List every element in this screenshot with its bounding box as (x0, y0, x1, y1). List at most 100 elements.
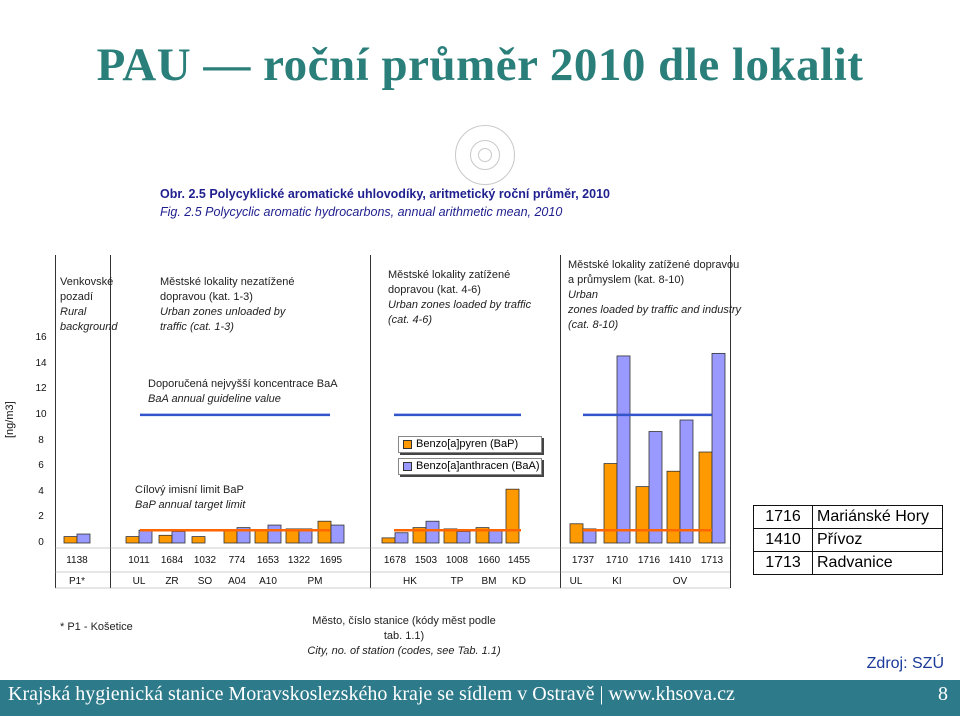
station-number: 1713 (700, 555, 724, 566)
bap-bar (158, 534, 173, 544)
station-number: 1032 (193, 555, 217, 566)
bap-bar (635, 486, 650, 544)
group-divider (730, 255, 731, 588)
station-number: 1710 (605, 555, 629, 566)
station-code: 1713 (754, 552, 813, 574)
group-divider (110, 255, 111, 588)
decorative-circle (478, 148, 492, 162)
city-label: ZR (165, 576, 179, 587)
guideline-annotation: Doporučená nejvyšší koncentrace BaA BaA … (148, 378, 338, 405)
city-label: TP (450, 576, 464, 587)
city-label: P1* (68, 576, 86, 587)
station-number: 1410 (668, 555, 692, 566)
city-label: HK (403, 576, 417, 587)
station-table-row: 1410 Přívoz (754, 529, 942, 552)
station-number: 1660 (477, 555, 501, 566)
bap-bar (666, 470, 681, 544)
bap-bar (63, 536, 78, 544)
group-divider (560, 255, 561, 588)
city-label: A10 (259, 576, 277, 587)
station-number: 1716 (637, 555, 661, 566)
bap-bar (125, 536, 140, 544)
city-label: KD (512, 576, 526, 587)
station-number: 1138 (66, 555, 88, 566)
bap-bar (191, 536, 206, 544)
baa-bar (616, 355, 631, 544)
group-divider (55, 255, 56, 588)
station-name: Radvanice (817, 554, 893, 571)
bap-bar (569, 523, 584, 544)
city-label: SO (197, 576, 213, 587)
legend-item-bap: Benzo[a]pyren (BaP) (398, 436, 542, 453)
x-axis-label: Město, číslo stanice (kódy měst podle ta… (307, 615, 501, 657)
baa-bar (456, 531, 471, 544)
y-tick-label: 16 (35, 332, 47, 343)
chart-caption-en: Fig. 2.5 Polycyclic aromatic hydrocarbon… (160, 205, 563, 219)
group-label-urban-industry: Městské lokality zatížené dopravou a prů… (568, 259, 742, 331)
page-title: PAU — roční průměr 2010 dle lokalit (96, 39, 864, 91)
y-tick-label: 0 (38, 537, 44, 548)
city-label: BM (481, 576, 497, 587)
baa-bar (330, 524, 345, 544)
footnote: * P1 - Košetice (60, 621, 133, 633)
baa-bar (298, 528, 313, 544)
station-number: 1503 (414, 555, 438, 566)
station-number: 1653 (256, 555, 280, 566)
footer-bar (0, 680, 960, 716)
decorative-circle (470, 140, 500, 170)
y-tick-label: 14 (35, 357, 47, 369)
baa-bar (171, 531, 186, 544)
legend-swatch-bap (403, 439, 412, 449)
group-label-urban-traffic: Městské lokality zatížené dopravou (kat.… (388, 269, 532, 326)
footer-text: Krajská hygienická stanice Moravskoslezs… (8, 683, 735, 705)
baa-bar (711, 352, 726, 544)
station-table-row: 1716 Mariánské Hory (754, 506, 942, 529)
y-tick-label: 4 (38, 485, 44, 497)
page-number: 8 (938, 683, 948, 705)
station-number: 1008 (445, 555, 469, 566)
baa-bar (488, 529, 503, 544)
baa-bar (679, 419, 694, 544)
station-code: 1410 (754, 529, 813, 551)
station-table: 1716 Mariánské Hory 1410 Přívoz 1713 Rad… (753, 505, 943, 575)
bap-bar (381, 537, 396, 544)
group-divider (370, 255, 371, 588)
source-label: Zdroj: SZÚ (866, 655, 944, 672)
target-annotation: Cílový imisní limit BaP BaP annual targe… (135, 484, 246, 511)
station-number: 774 (228, 555, 246, 566)
station-number: 1695 (319, 555, 343, 566)
bap-bar (254, 529, 269, 544)
y-tick-label: 8 (38, 434, 44, 446)
bap-bar (317, 520, 332, 544)
station-code: 1716 (754, 506, 813, 528)
bap-bar (505, 488, 520, 544)
city-label: OV (672, 576, 688, 587)
station-name: Mariánské Hory (817, 508, 930, 525)
baa-bar (267, 524, 282, 544)
y-tick-label: 12 (35, 383, 47, 395)
bap-bar (223, 529, 238, 544)
y-tick-label: 6 (38, 460, 44, 472)
station-number: 1011 (128, 555, 150, 566)
city-label: PM (307, 576, 323, 587)
legend-swatch-baa (403, 461, 412, 471)
baa-bar (236, 527, 251, 544)
baa-bar (394, 532, 409, 544)
city-label: UL (132, 576, 146, 587)
baa-bar (425, 520, 440, 544)
baa-bar (138, 529, 153, 544)
baa-bar (76, 533, 91, 544)
station-number: 1322 (287, 555, 311, 566)
group-label-urban-unloaded: Městské lokality nezatížené dopravou (ka… (160, 276, 295, 333)
station-number: 1678 (383, 555, 407, 566)
station-table-row: 1713 Radvanice (754, 552, 942, 574)
station-number: 1455 (507, 555, 531, 566)
baa-bar (582, 528, 597, 544)
legend-item-baa: Benzo[a]anthracen (BaA) (398, 458, 542, 475)
chart-caption-cz: Obr. 2.5 Polycyklické aromatické uhlovod… (160, 187, 610, 201)
city-label: A04 (228, 576, 246, 587)
city-label: KI (612, 576, 622, 587)
y-tick-label: 10 (35, 408, 47, 420)
station-name: Přívoz (817, 531, 863, 548)
